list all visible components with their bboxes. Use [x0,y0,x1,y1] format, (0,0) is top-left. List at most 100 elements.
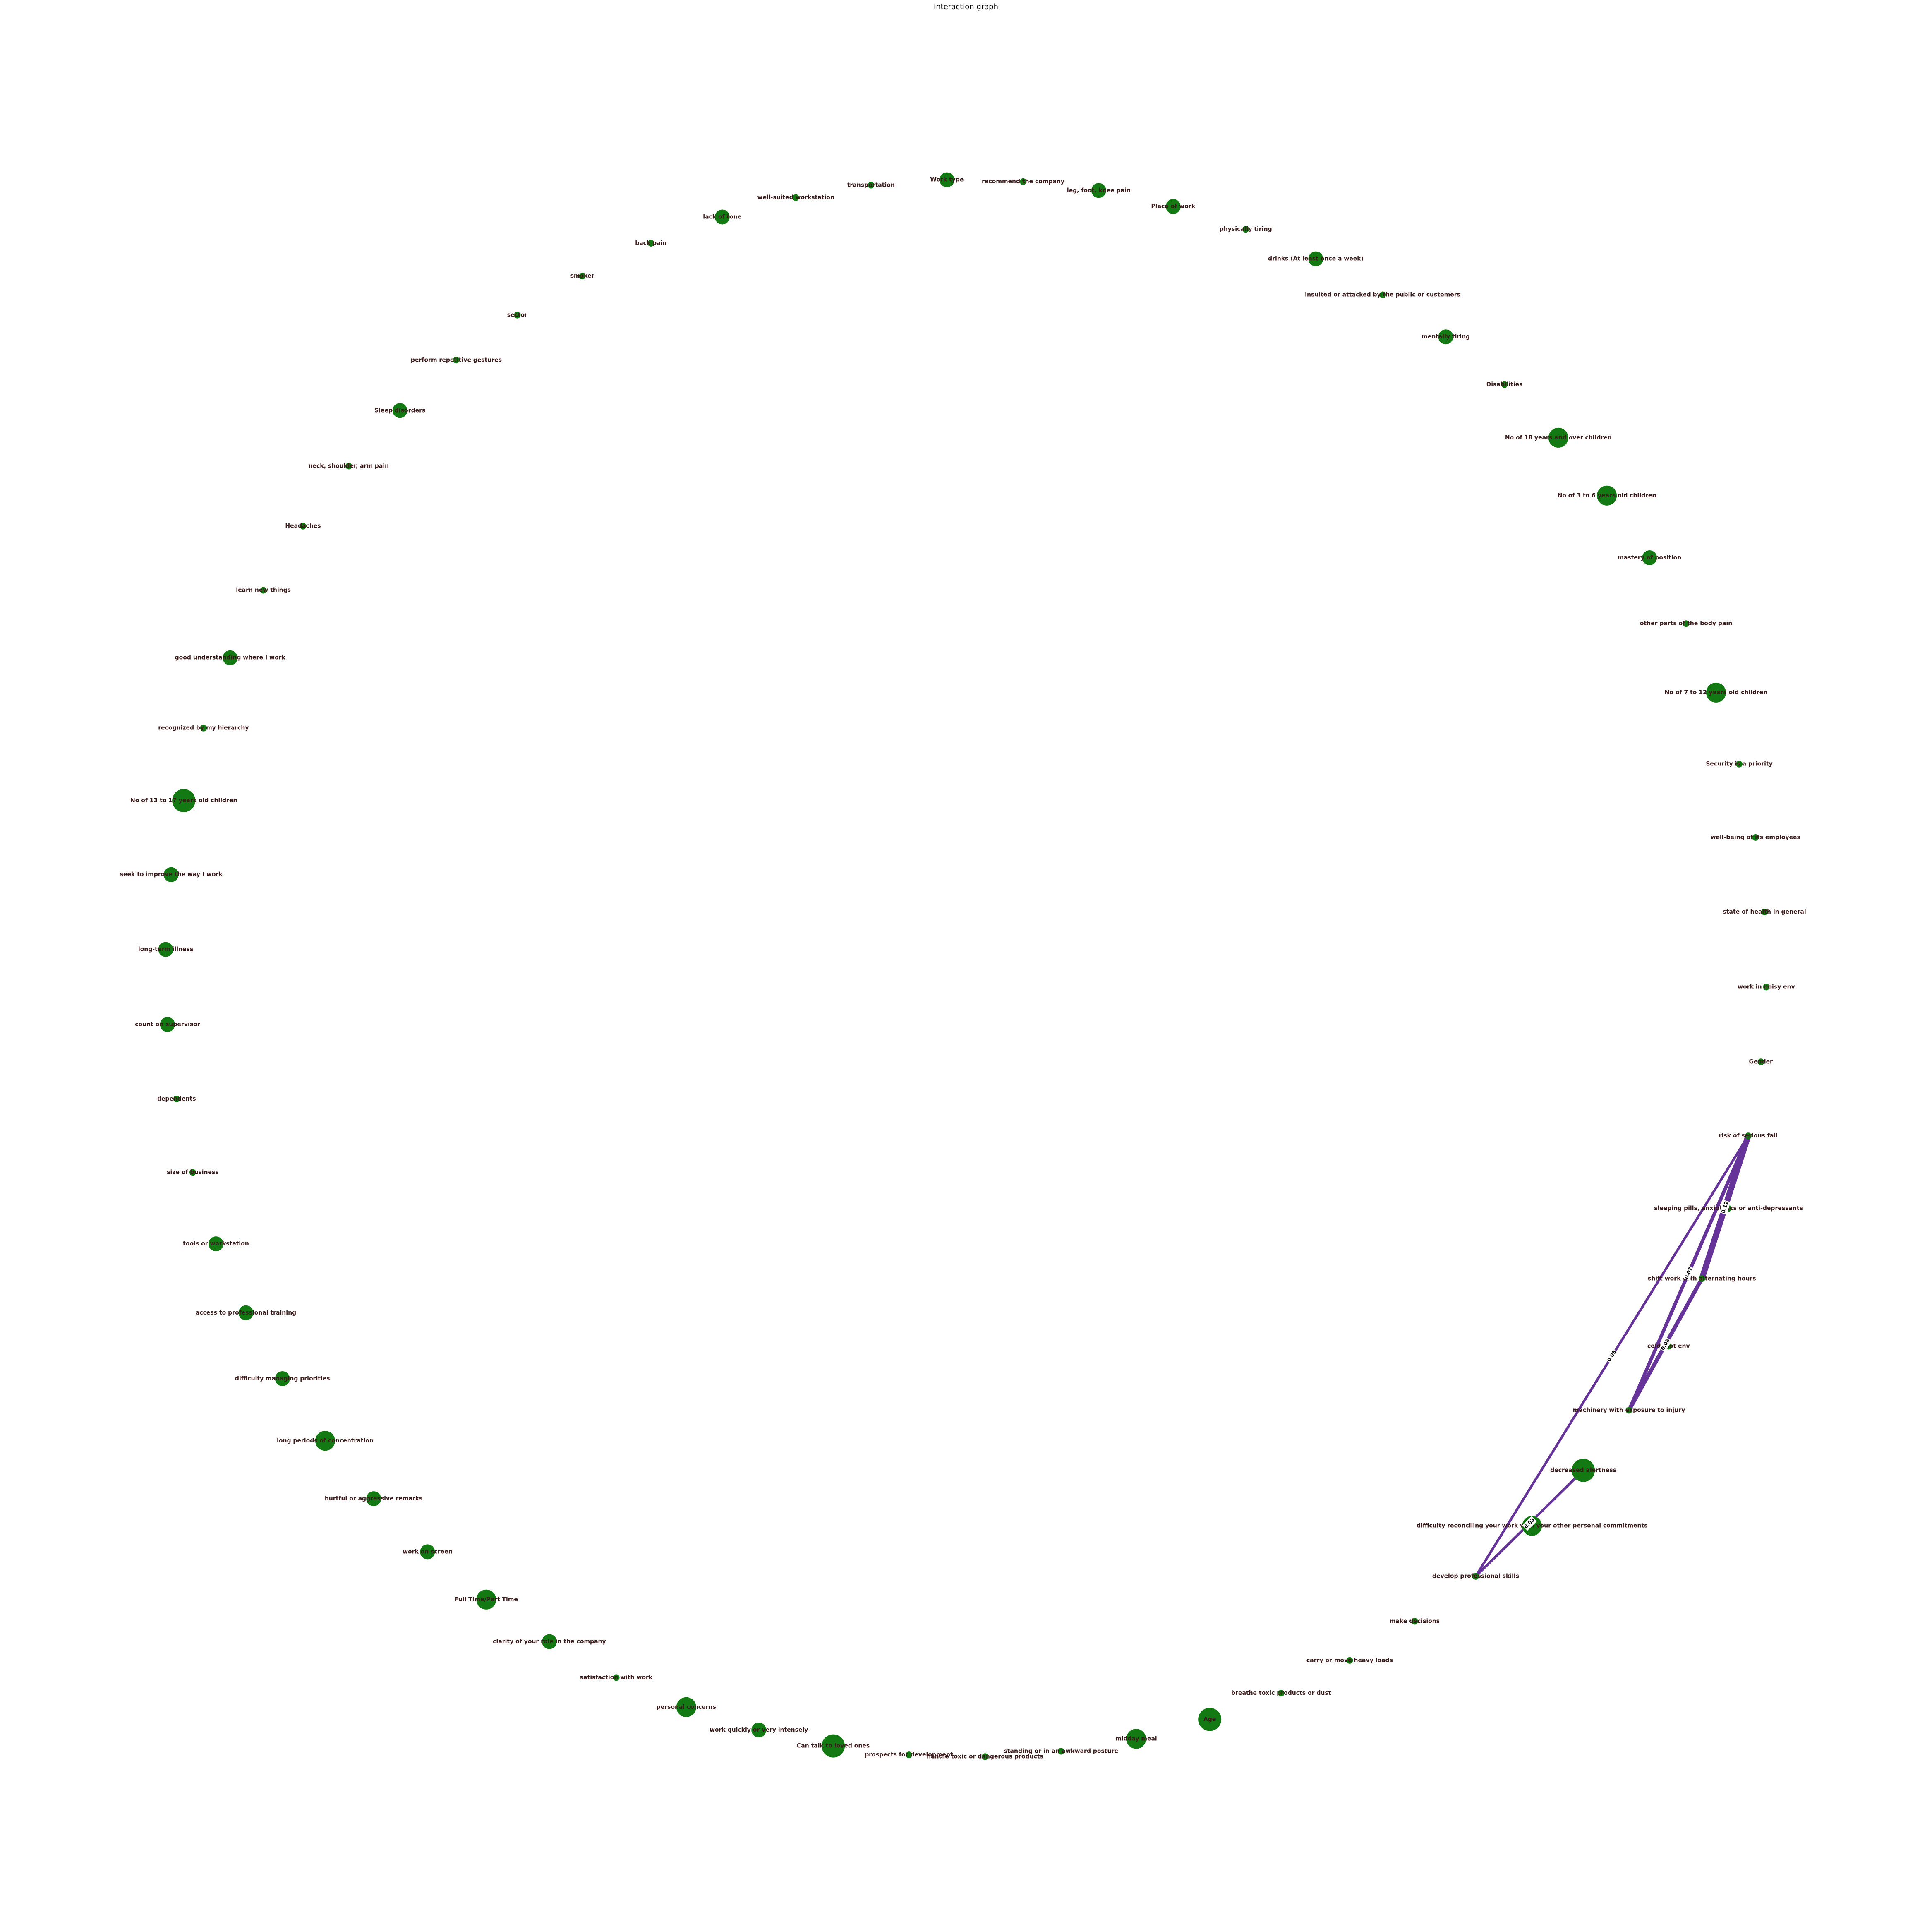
node-decreased-alertness [1572,1459,1595,1482]
node-work-on-screen [420,1544,435,1560]
node-dependents [173,1096,180,1103]
node-work-type [939,172,954,187]
node-label-sector: sector [507,312,527,319]
node-label-good-understanding-where-i-work: good understanding where I work [175,655,286,661]
node-label-security-is-a-priority: Security is a priority [1706,761,1772,768]
node-label-satisfaction-with-work: satisfaction with work [580,1674,653,1681]
edge-weight-label-bg [1682,1265,1695,1281]
node-label-make-decisions: make decisions [1390,1618,1440,1624]
node-breathe-toxic-products-or-dust [1278,1690,1285,1697]
node-label-drinks-at-least-once-a-week: drinks (At least once a week) [1268,256,1364,262]
node-label-no-of-18-years-and-over-children: No of 18 years and over children [1505,434,1612,441]
edge-weight-label-bg [1522,1516,1537,1531]
node-headaches [300,523,307,530]
node-tools-or-workstation [209,1236,224,1252]
node-standing-or-in-an-awkward-posture [1057,1748,1064,1755]
node-label-midday-meal: midday meal [1115,1735,1157,1742]
node-label-work-on-screen: work on screen [403,1548,453,1555]
node-label-gender: Gender [1749,1058,1773,1065]
node-label-count-on-supervisor: count on supervisor [135,1021,200,1028]
node-label-shift-work-with-alternating-hours: shift work with alternating hours [1648,1275,1756,1282]
node-label-access-to-professional-training: access to professional training [196,1310,296,1316]
node-no-of-18-years-and-over-children [1548,427,1568,448]
node-work-quickly-or-very-intensely [751,1723,767,1738]
node-label-place-of-work: Place of work [1151,203,1196,210]
nodes-layer [158,172,1770,1760]
node-learn-new-things [260,587,267,594]
node-label-difficulty-managing-priorities: difficulty managing priorities [235,1375,330,1382]
node-label-prospects-for-development: prospects for development [865,1751,953,1758]
node-sector [514,312,521,319]
node-label-age: Age [1203,1716,1216,1723]
node-label-state-of-health-in-general: state of health in general [1723,909,1806,915]
node-label-mentally-tiring: mentally tiring [1421,333,1470,340]
node-prospects-for-development [905,1751,912,1759]
node-smoker [579,273,586,280]
node-label-carry-or-move-heavy-loads: carry or move heavy loads [1306,1657,1393,1664]
node-label-handle-toxic-or-dangerous-products: handle toxic or dangerous products [927,1753,1043,1760]
node-label-sleep-disorders: Sleep disorders [374,407,425,414]
node-label-size-of-business: size of business [167,1169,218,1176]
node-drinks-at-least-once-a-week [1308,251,1323,266]
node-label-lack-of-tone: lack of tone [703,214,741,221]
node-label-hurtful-or-aggressive-remarks: hurtful or aggressive remarks [325,1495,423,1502]
node-label-learn-new-things: learn new things [236,587,291,594]
node-access-to-professional-training [238,1305,254,1320]
node-label-no-of-3-to-6-years-old-children: No of 3 to 6 years old children [1558,492,1656,499]
node-label-long-term-illness: long-term illness [138,946,193,953]
node-neck-shoulder-arm-pain [345,463,352,470]
node-label-transportation: transportation [847,182,895,189]
node-no-of-13-to-17-years-old-children [172,789,196,812]
node-size-of-business [189,1169,196,1176]
node-satisfaction-with-work [613,1674,620,1681]
node-back-pain [647,240,654,247]
node-label-insulted-or-attacked-by-the-public-or-customers: insulted or attacked by the public or cu… [1305,292,1460,298]
node-label-personal-concerns: personal concerns [657,1704,716,1711]
node-label-back-pain: back pain [635,240,666,247]
node-state-of-health-in-general [1761,909,1768,916]
node-label-physically-tiring: physically tiring [1220,226,1272,233]
node-label-clarity-of-your-role-in-the-company: clarity of your role in the company [493,1638,606,1645]
node-place-of-work [1165,199,1181,214]
node-label-work-type: Work type [930,177,964,183]
node-well-suited-workstation [792,194,799,201]
node-handle-toxic-or-dangerous-products [982,1753,989,1760]
node-label-mastery-of-position: mastery of position [1618,554,1681,561]
node-label-full-time-part-time: Full Time/Part Time [455,1596,518,1603]
edge-weight-label-bg [1659,1336,1672,1352]
edge-weight-label-bg [1605,1348,1619,1364]
node-disabilities [1501,381,1508,388]
node-risk-of-serious-fall [1745,1132,1752,1140]
node-label-dependents: dependents [157,1096,196,1102]
node-mastery-of-position [1642,550,1657,566]
node-count-on-supervisor [160,1017,175,1032]
node-label-seek-to-improve-the-way-i-work: seek to improve the way I work [120,871,223,878]
node-label-smoker: smoker [570,273,594,279]
node-difficulty-managing-priorities [275,1371,290,1386]
node-label-tools-or-workstation: tools or workstation [183,1240,249,1247]
node-label-machinery-with-exposure-to-injury: machinery with exposure to injury [1573,1407,1685,1413]
node-good-understanding-where-i-work [223,650,238,665]
node-label-recommend-the-company: recommend the company [982,178,1064,185]
node-shift-work-with-alternating-hours [1698,1275,1705,1282]
node-label-no-of-13-to-17-years-old-children: No of 13 to 17 years old children [130,797,237,804]
node-carry-or-move-heavy-loads [1346,1657,1353,1664]
node-label-can-talk-to-loved-ones: Can talk to loved ones [797,1743,870,1749]
node-make-decisions [1411,1618,1418,1625]
node-label-risk-of-serious-fall: risk of serious fall [1719,1132,1778,1139]
node-machinery-with-exposure-to-injury [1625,1407,1632,1414]
labels-layer: size of business dependents count on super… [120,177,1806,1760]
edge-weight-label-bg [1719,1200,1731,1215]
node-age [1198,1708,1222,1731]
node-label-work-in-noisy-env: work in noisy env [1738,984,1795,990]
node-label-standing-or-in-an-awkward-posture: standing or in an awkward posture [1004,1748,1118,1754]
node-no-of-3-to-6-years-old-children [1597,485,1617,506]
node-label-breathe-toxic-products-or-dust: breathe toxic products or dust [1231,1690,1331,1696]
node-personal-concerns [676,1697,696,1717]
node-long-periods-of-concentration [315,1431,335,1451]
node-label-work-quickly-or-very-intensely: work quickly or very intensely [710,1727,808,1733]
node-develop-professional-skills [1472,1573,1479,1580]
node-perform-repetitive-gestures [453,357,460,364]
node-label-well-being-of-its-employees: well-being of its employees [1711,834,1800,841]
